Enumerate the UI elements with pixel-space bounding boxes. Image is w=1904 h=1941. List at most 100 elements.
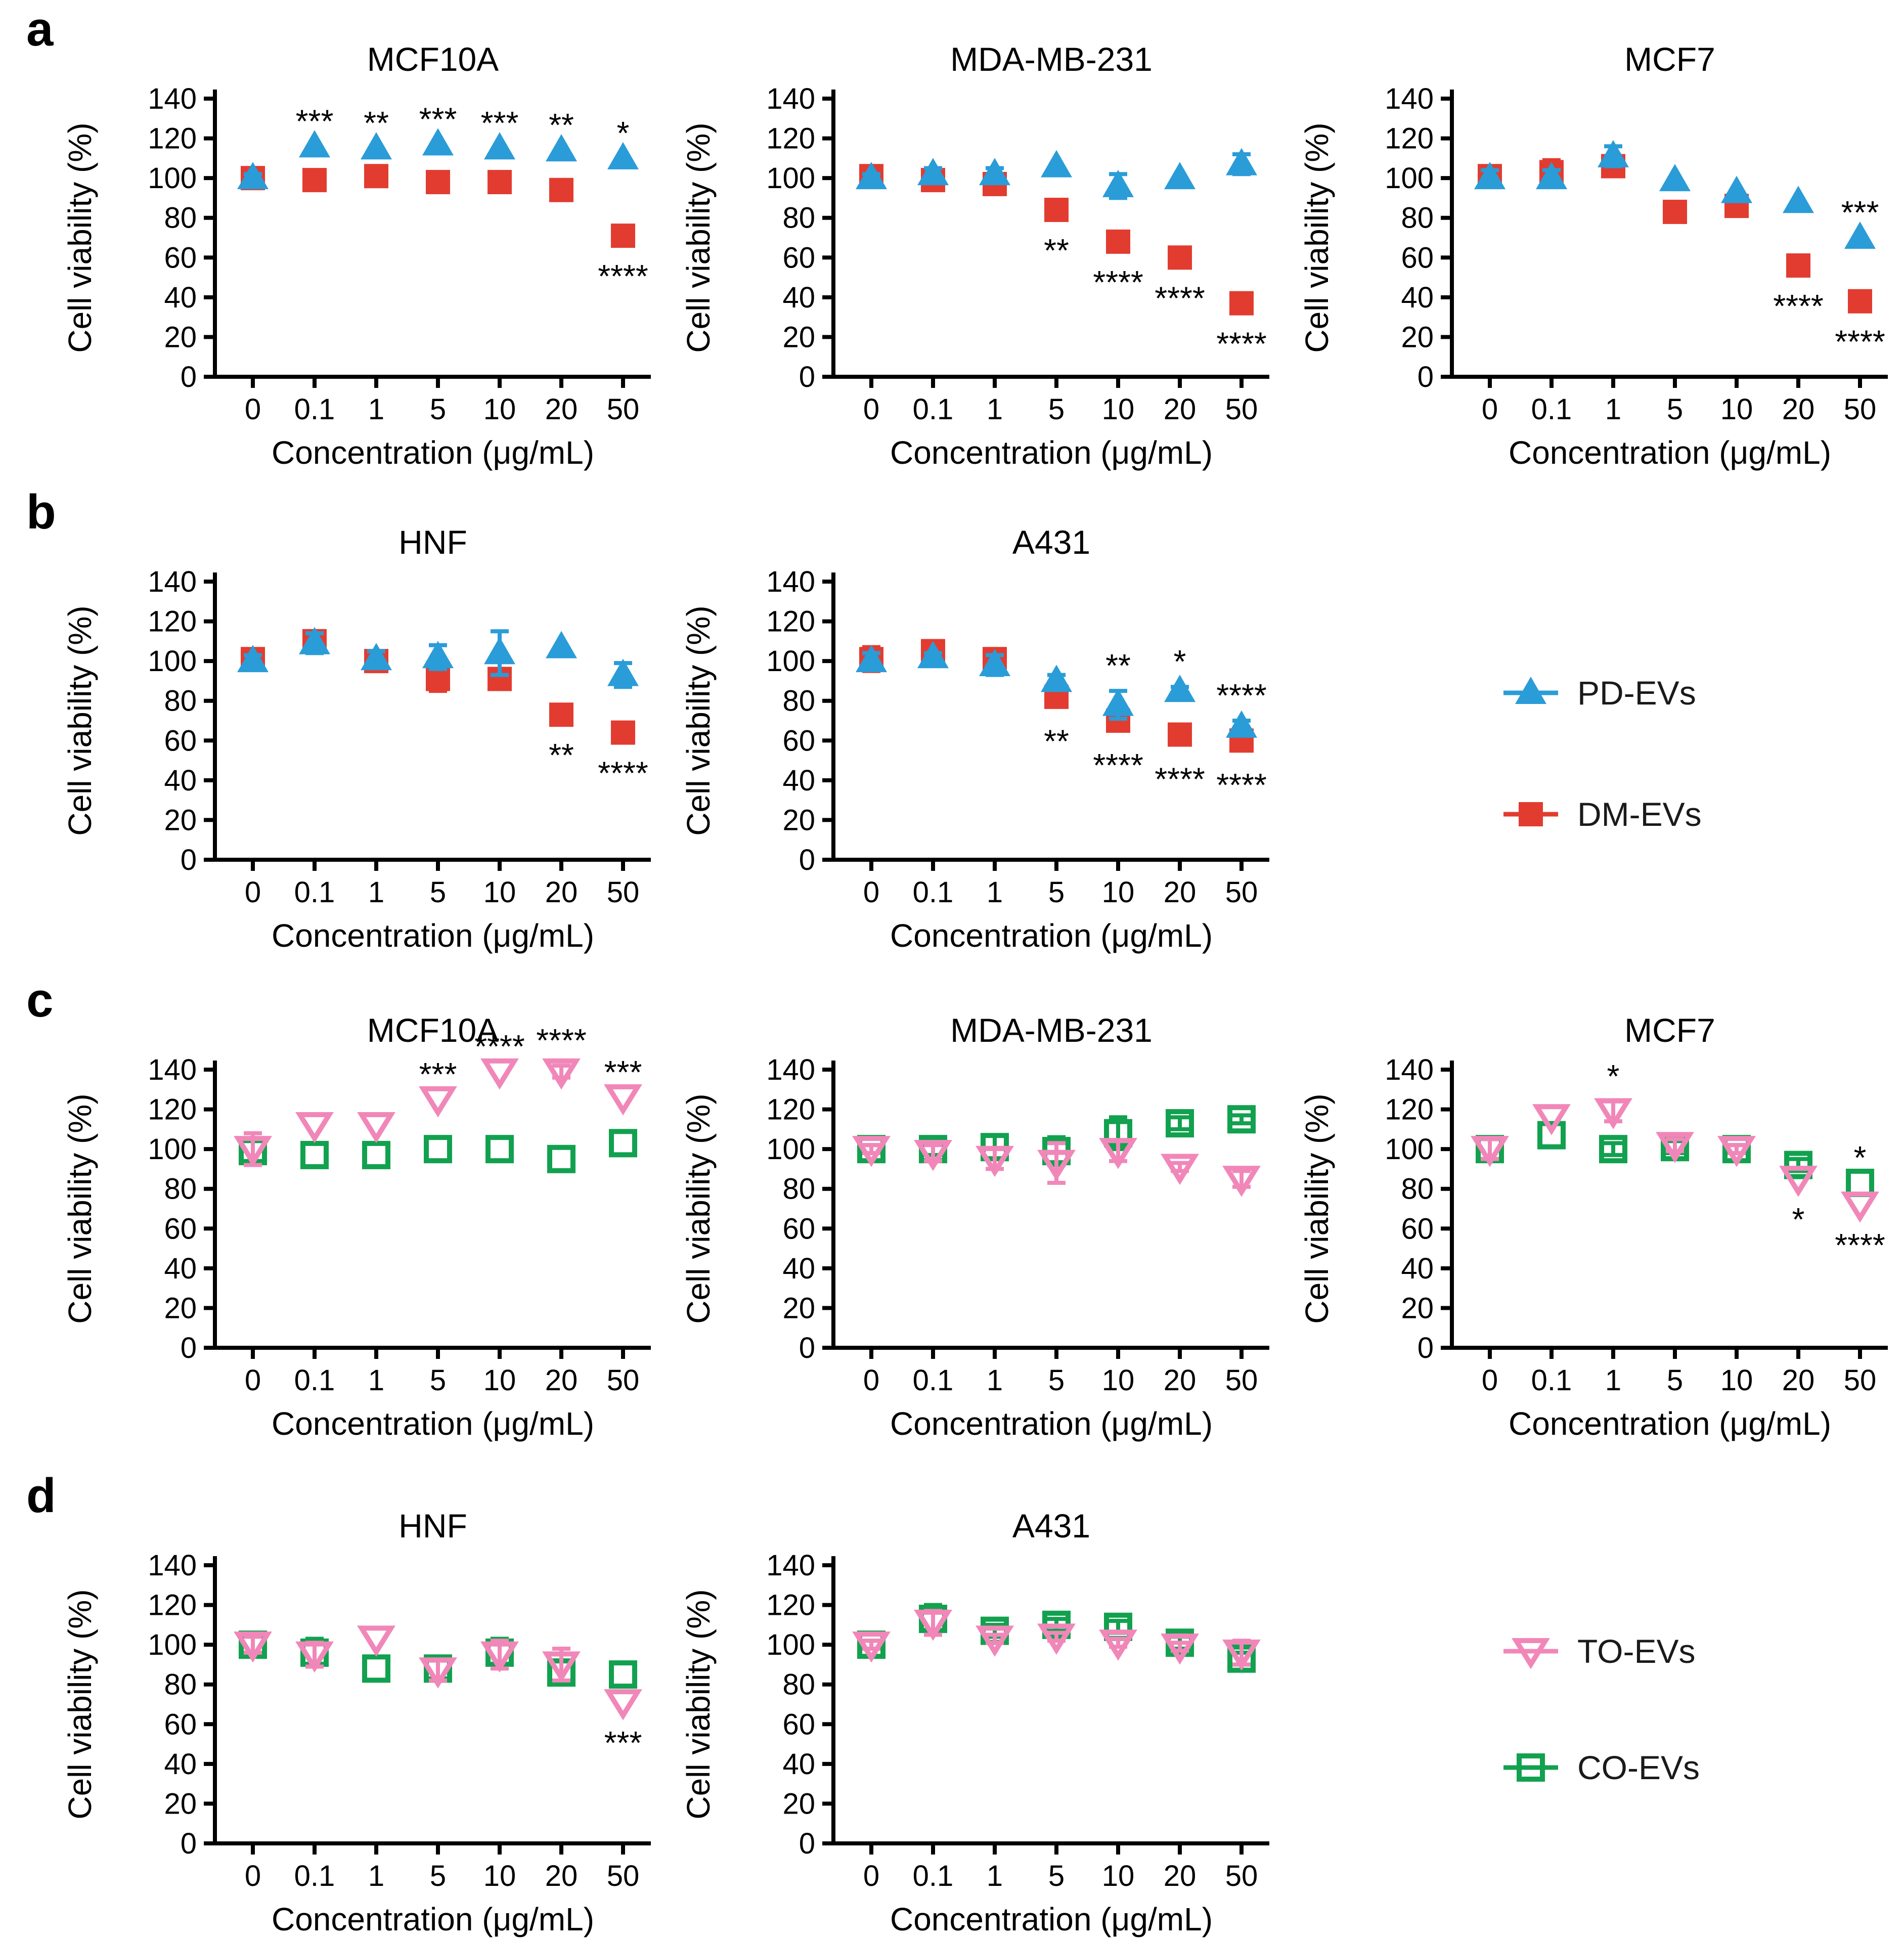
legend-marker <box>1503 1638 1558 1669</box>
x-axis-label: Concentration (μg/mL) <box>890 1901 1213 1937</box>
x-tick-label: 50 <box>607 876 640 909</box>
x-tick-label: 10 <box>1102 876 1135 909</box>
y-tick-label: 100 <box>148 645 197 678</box>
chart-title: MCF10A <box>367 1011 499 1049</box>
x-tick-label: 0 <box>1482 1364 1498 1397</box>
data-point-triangle-open <box>604 1689 642 1721</box>
legend-marker-triangle-filled <box>1503 677 1558 704</box>
data-point-square-open <box>362 1654 390 1683</box>
data-point-square <box>1044 198 1069 222</box>
significance-stars: * <box>1792 1201 1805 1238</box>
chart-mcf7: MCF7 0 20 40 60 80 100 120 140 0 0.1 1 5 10 20 50 Concen… <box>1299 40 1888 471</box>
panel-letter-c: c <box>26 973 54 1027</box>
significance-stars: **** <box>1773 288 1824 324</box>
x-tick-label: 0.1 <box>913 1364 954 1397</box>
series-pd-evs <box>856 641 1257 738</box>
significance-stars: **** <box>474 1028 525 1065</box>
chart-title: MDA-MB-231 <box>950 1011 1153 1049</box>
y-tick-label: 80 <box>164 1668 197 1701</box>
data-point-triangle <box>979 158 1010 186</box>
data-point-square-open <box>1517 1753 1545 1782</box>
x-tick-label: 50 <box>607 1364 640 1397</box>
data-point-triangle-open <box>1037 1623 1076 1655</box>
chart-title: MCF10A <box>367 40 499 78</box>
data-point-triangle-open <box>852 1136 891 1167</box>
y-tick-label: 120 <box>1385 1093 1434 1126</box>
significance-stars: * <box>1854 1139 1867 1176</box>
y-tick-label: 80 <box>782 202 815 235</box>
y-axis-label: Cell viability (%) <box>62 1093 98 1324</box>
figure-row-a: a MCF10A 0 20 40 60 80 100 120 140 0 0.1 1 5 10 20 50 Co… <box>0 0 1904 483</box>
chart-hnf: HNF 0 20 40 60 80 100 120 140 0 0.1 1 5 10 20 50 Concent… <box>62 1507 651 1937</box>
y-tick-label: 20 <box>164 321 197 354</box>
data-point-square <box>426 170 450 194</box>
y-tick-label: 140 <box>148 1549 197 1582</box>
y-tick-label: 60 <box>782 1708 815 1741</box>
row-c-panels: MCF10A 0 20 40 60 80 100 120 140 0 0.1 1 5 10 20 50 Conc… <box>48 971 1904 1467</box>
figure-row-c: c MCF10A 0 20 40 60 80 100 120 140 0 0.1 1 5 10 20 50 Co… <box>0 971 1904 1467</box>
y-tick-label: 0 <box>1418 361 1434 393</box>
data-point-triangle-open <box>604 1084 642 1116</box>
x-tick-label: 20 <box>545 1860 578 1892</box>
data-point-triangle-open <box>1222 1639 1261 1671</box>
figure-row-b: b HNF 0 20 40 60 80 100 120 140 0 0.1 1 5 10 20 50 Conce… <box>0 483 1904 971</box>
x-tick-label: 1 <box>1605 1364 1621 1397</box>
x-tick-label: 50 <box>1225 393 1258 426</box>
y-axis-label: Cell viability (%) <box>1299 1093 1335 1324</box>
y-tick-label: 80 <box>782 685 815 718</box>
y-tick-label: 60 <box>1401 241 1434 274</box>
y-tick-label: 0 <box>799 1827 815 1860</box>
data-point-square-open <box>424 1135 452 1164</box>
chart-a431: A431 0 20 40 60 80 100 120 140 0 0.1 1 5 10 20 50 Concen… <box>680 523 1269 954</box>
x-tick-label: 1 <box>987 393 1003 426</box>
data-point-triangle <box>917 158 949 186</box>
y-tick-label: 0 <box>1418 1332 1434 1364</box>
y-tick-label: 100 <box>766 645 815 678</box>
y-tick-label: 120 <box>766 1093 815 1126</box>
y-tick-label: 60 <box>782 724 815 757</box>
y-tick-label: 20 <box>164 1292 197 1325</box>
x-axis-label: Concentration (μg/mL) <box>1509 1405 1831 1442</box>
data-point-square <box>549 178 573 202</box>
x-tick-label: 0 <box>863 1860 879 1892</box>
legend-label: TO-EVs <box>1577 1633 1696 1670</box>
y-tick-label: 40 <box>782 764 815 797</box>
x-tick-label: 0 <box>245 1364 261 1397</box>
data-point-square <box>1663 199 1687 224</box>
x-axis-label: Concentration (μg/mL) <box>890 917 1213 954</box>
data-point-triangle <box>1515 677 1546 704</box>
y-axis-label: Cell viability (%) <box>680 1589 717 1819</box>
x-tick-label: 0.1 <box>294 1364 335 1397</box>
x-axis-label: Concentration (μg/mL) <box>272 434 594 471</box>
data-point-square <box>1168 245 1192 270</box>
x-tick-label: 0 <box>863 393 879 426</box>
legend-marker-square-open <box>1503 1753 1558 1782</box>
x-tick-label: 0.1 <box>294 1860 335 1892</box>
significance-stars: *** <box>604 1725 642 1761</box>
x-tick-label: 10 <box>483 876 516 909</box>
chart-title: A431 <box>1012 1507 1090 1545</box>
data-point-triangle <box>607 658 639 686</box>
x-axis-label: Concentration (μg/mL) <box>272 1901 594 1937</box>
data-point-triangle-open <box>419 1086 457 1118</box>
significance-stars: **** <box>1093 747 1143 783</box>
y-tick-label: 120 <box>148 122 197 155</box>
y-tick-label: 40 <box>164 764 197 797</box>
significance-stars: *** <box>1841 194 1879 231</box>
x-tick-label: 10 <box>1102 1860 1135 1892</box>
data-point-triangle <box>1474 162 1506 190</box>
data-point-square <box>611 720 635 745</box>
data-point-triangle-open <box>1099 1138 1137 1169</box>
significance-stars: **** <box>536 1022 587 1058</box>
legend-item-pd-evs: PD-EVs <box>1502 665 1903 721</box>
y-tick-label: 140 <box>766 1053 815 1086</box>
y-tick-label: 140 <box>148 565 197 598</box>
y-tick-label: 100 <box>766 1628 815 1661</box>
x-tick-label: 1 <box>987 1364 1003 1397</box>
data-point-square <box>364 164 388 189</box>
x-tick-label: 5 <box>430 393 446 426</box>
data-point-triangle <box>1226 710 1257 738</box>
x-tick-label: 10 <box>1720 393 1753 426</box>
y-tick-label: 60 <box>782 241 815 274</box>
data-point-triangle-open <box>542 1651 581 1683</box>
